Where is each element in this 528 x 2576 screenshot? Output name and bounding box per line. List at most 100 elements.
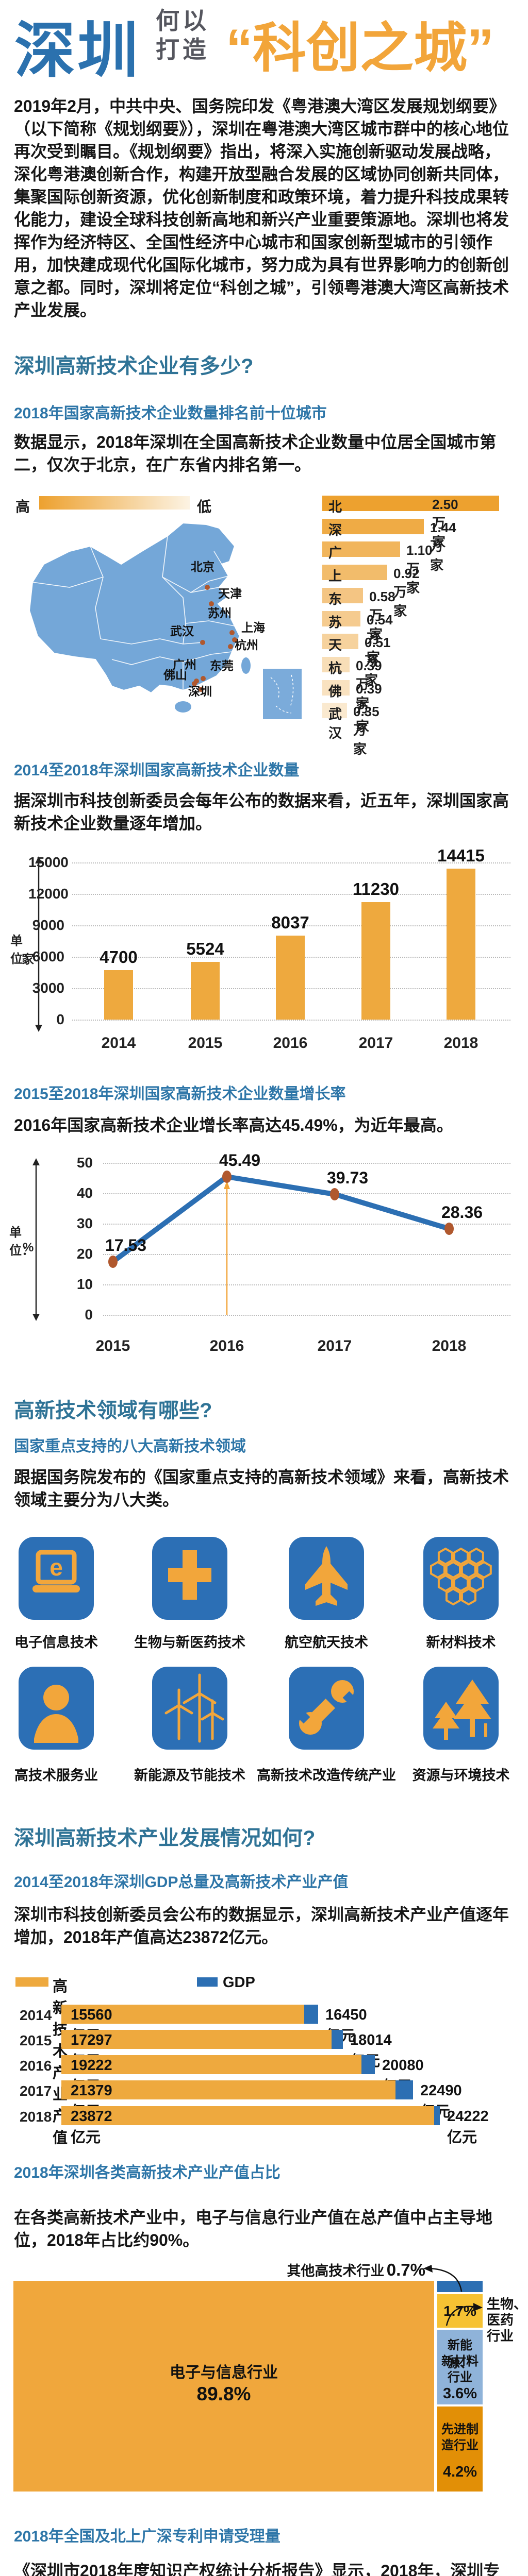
aircraft-icon [305, 1546, 348, 1606]
treemap-energy-label: 新能源、 [448, 2338, 472, 2370]
chart4-title: 2014至2018年深圳GDP总量及高新技术产业产值 [14, 1874, 349, 1891]
treemap-energy-label: 行业 [448, 2370, 472, 2384]
gdp-year-label: 2018 [20, 2109, 52, 2125]
city-bar-value: 0.54万家 [367, 612, 393, 665]
city-bar-value: 0.51万家 [365, 635, 391, 688]
map-city-label: 上海 [241, 621, 265, 634]
count-gridline [72, 1020, 510, 1021]
tech-field-label: 高新技术改造传统产业 [257, 1768, 396, 1783]
growth-ytick: 50 [76, 1155, 93, 1171]
medical-cross-icon [168, 1550, 211, 1600]
wind-turbine-icon [164, 1673, 224, 1743]
chart2-title: 2014至2018年深圳国家高新技术企业数量 [14, 762, 300, 779]
growth-point-value: 39.73 [326, 1168, 369, 1187]
growth-unit-label: 单位： [9, 1226, 34, 1258]
tech-field-label: 生物与新医药技术 [134, 1635, 245, 1650]
map-legend-low-label: 低 [197, 499, 212, 515]
count-gridline [72, 862, 510, 863]
map-city-dot [228, 644, 233, 649]
count-bar-2015 [191, 962, 220, 1020]
growth-point-value: 17.53 [105, 1236, 147, 1255]
map-city-label: 深圳 [188, 685, 212, 698]
count-xlabel: 2015 [188, 1035, 223, 1052]
count-bar-value: 11230 [353, 879, 399, 899]
tech-field-tile: e [19, 1537, 94, 1620]
laptop-e-icon: e [32, 1550, 80, 1592]
growth-gridline [103, 1254, 510, 1255]
chart4-desc: 深圳市科技创新委员会公布的数据显示，深圳高新技术产业产值逐年增加，2018年产值… [14, 1905, 509, 1946]
city-bar-value: 0.35万家 [353, 704, 380, 757]
tech-field-label: 新材料技术 [426, 1635, 496, 1650]
count-unit-label: 家 [22, 953, 34, 967]
tech-field-label: 资源与环境技术 [412, 1768, 510, 1783]
treemap-manufacturing-label: 造行业 [441, 2438, 478, 2452]
map-city-label: 北京 [191, 560, 214, 573]
china-map: 北京 天津 苏州 上海 杭州 武汉 广州 东莞 佛山 深圳 [13, 515, 312, 721]
map-city-dot [209, 601, 214, 606]
chart1-title: 2018年国家高新技术企业数量排名前十位城市 [14, 405, 327, 422]
gdp-gdp-bar-2015 [332, 2030, 343, 2049]
map-city-dot [200, 640, 205, 645]
map-city-dot [232, 637, 237, 642]
treemap-bio-arrow [446, 2303, 483, 2326]
section3-heading: 深圳高新技术产业发展情况如何? [14, 1827, 316, 1850]
count-gridline [72, 894, 510, 895]
map-city-label: 苏州 [208, 606, 232, 620]
count-bar-2016 [276, 936, 305, 1020]
chart6-desc: 《深圳市2018年度知识产权统计分析报告》显示，2018年，深圳专利申请量在全国… [14, 2562, 500, 2576]
growth-gridline [103, 1193, 510, 1194]
gdp-output-bar-2017 [61, 2080, 395, 2099]
gdp-gdp-bar-2017 [395, 2080, 413, 2099]
chart5-title: 2018年深圳各类高新技术产业产值占比 [14, 2164, 280, 2181]
map-city-label: 杭州 [235, 638, 258, 652]
gdp-gdp-value: 24222 亿元 [447, 2108, 489, 2146]
gdp-gdp-bar-2016 [361, 2055, 375, 2074]
tech-field-label: 航空航天技术 [285, 1635, 368, 1650]
wrench-icon [296, 1680, 357, 1735]
count-unit-label: 单位： [10, 934, 35, 966]
fields-subtitle: 国家重点支持的八大高新技术领域 [14, 1438, 246, 1455]
map-city-dot [199, 687, 204, 692]
gdp-output-value: 23872 亿元 [71, 2108, 112, 2146]
svg-text:e: e [50, 1554, 63, 1581]
treemap-energy-block [437, 2330, 483, 2404]
city-bar-3 [322, 565, 387, 580]
map-city-dot [192, 681, 197, 686]
count-ytick: 15000 [28, 854, 69, 870]
count-bar-value: 14415 [437, 846, 485, 865]
tech-field-tile [423, 1537, 499, 1620]
map-legend-gradient [39, 496, 190, 510]
tech-field-label: 高技术服务业 [14, 1768, 98, 1783]
count-bar-value: 4700 [100, 947, 138, 967]
gdp-gdp-bar-2014 [304, 2005, 318, 2024]
tech-field-tile [423, 1667, 499, 1750]
tech-field-tile [152, 1537, 227, 1620]
city-bar-value: 0.39万家 [356, 681, 382, 734]
count-ytick: 3000 [32, 980, 64, 996]
tech-field-tile [19, 1667, 94, 1750]
city-bar-6 [322, 634, 358, 649]
city-bar-4 [322, 588, 363, 603]
growth-ytick: 30 [76, 1215, 93, 1231]
map-city-label: 东莞 [210, 659, 234, 672]
city-bar-value: 0.92万家 [393, 566, 420, 619]
intro-paragraph: 2019年2月，中共中央、国务院印发《粤港澳大湾区发展规划纲要》（以下简称《规划… [14, 97, 509, 319]
count-axis-arrow [35, 856, 42, 1032]
page-title-shenzhen: 深圳 [14, 17, 141, 85]
treemap-manufacturing-pct: 4.2% [442, 2464, 477, 2480]
city-bar-value: 0.39万家 [356, 658, 382, 711]
city-bar-1 [322, 519, 424, 534]
city-bar-5 [322, 611, 360, 626]
map-legend-high-label: 高 [15, 499, 30, 515]
count-gridline [72, 925, 510, 926]
count-bar-value: 5524 [186, 939, 224, 958]
page-title-middle: 何以 打造 [156, 6, 209, 64]
gdp-legend-output-label: 高新技术产业产值 [53, 1978, 68, 2146]
tech-field-tile [289, 1537, 364, 1620]
growth-xlabel: 2017 [317, 1337, 352, 1354]
gdp-legend-gdp-label: GDP [223, 1974, 255, 1991]
treemap-bio-outside-label: 生物、 [487, 2296, 527, 2312]
treemap-bio-outside-label: 医药 [487, 2312, 514, 2328]
